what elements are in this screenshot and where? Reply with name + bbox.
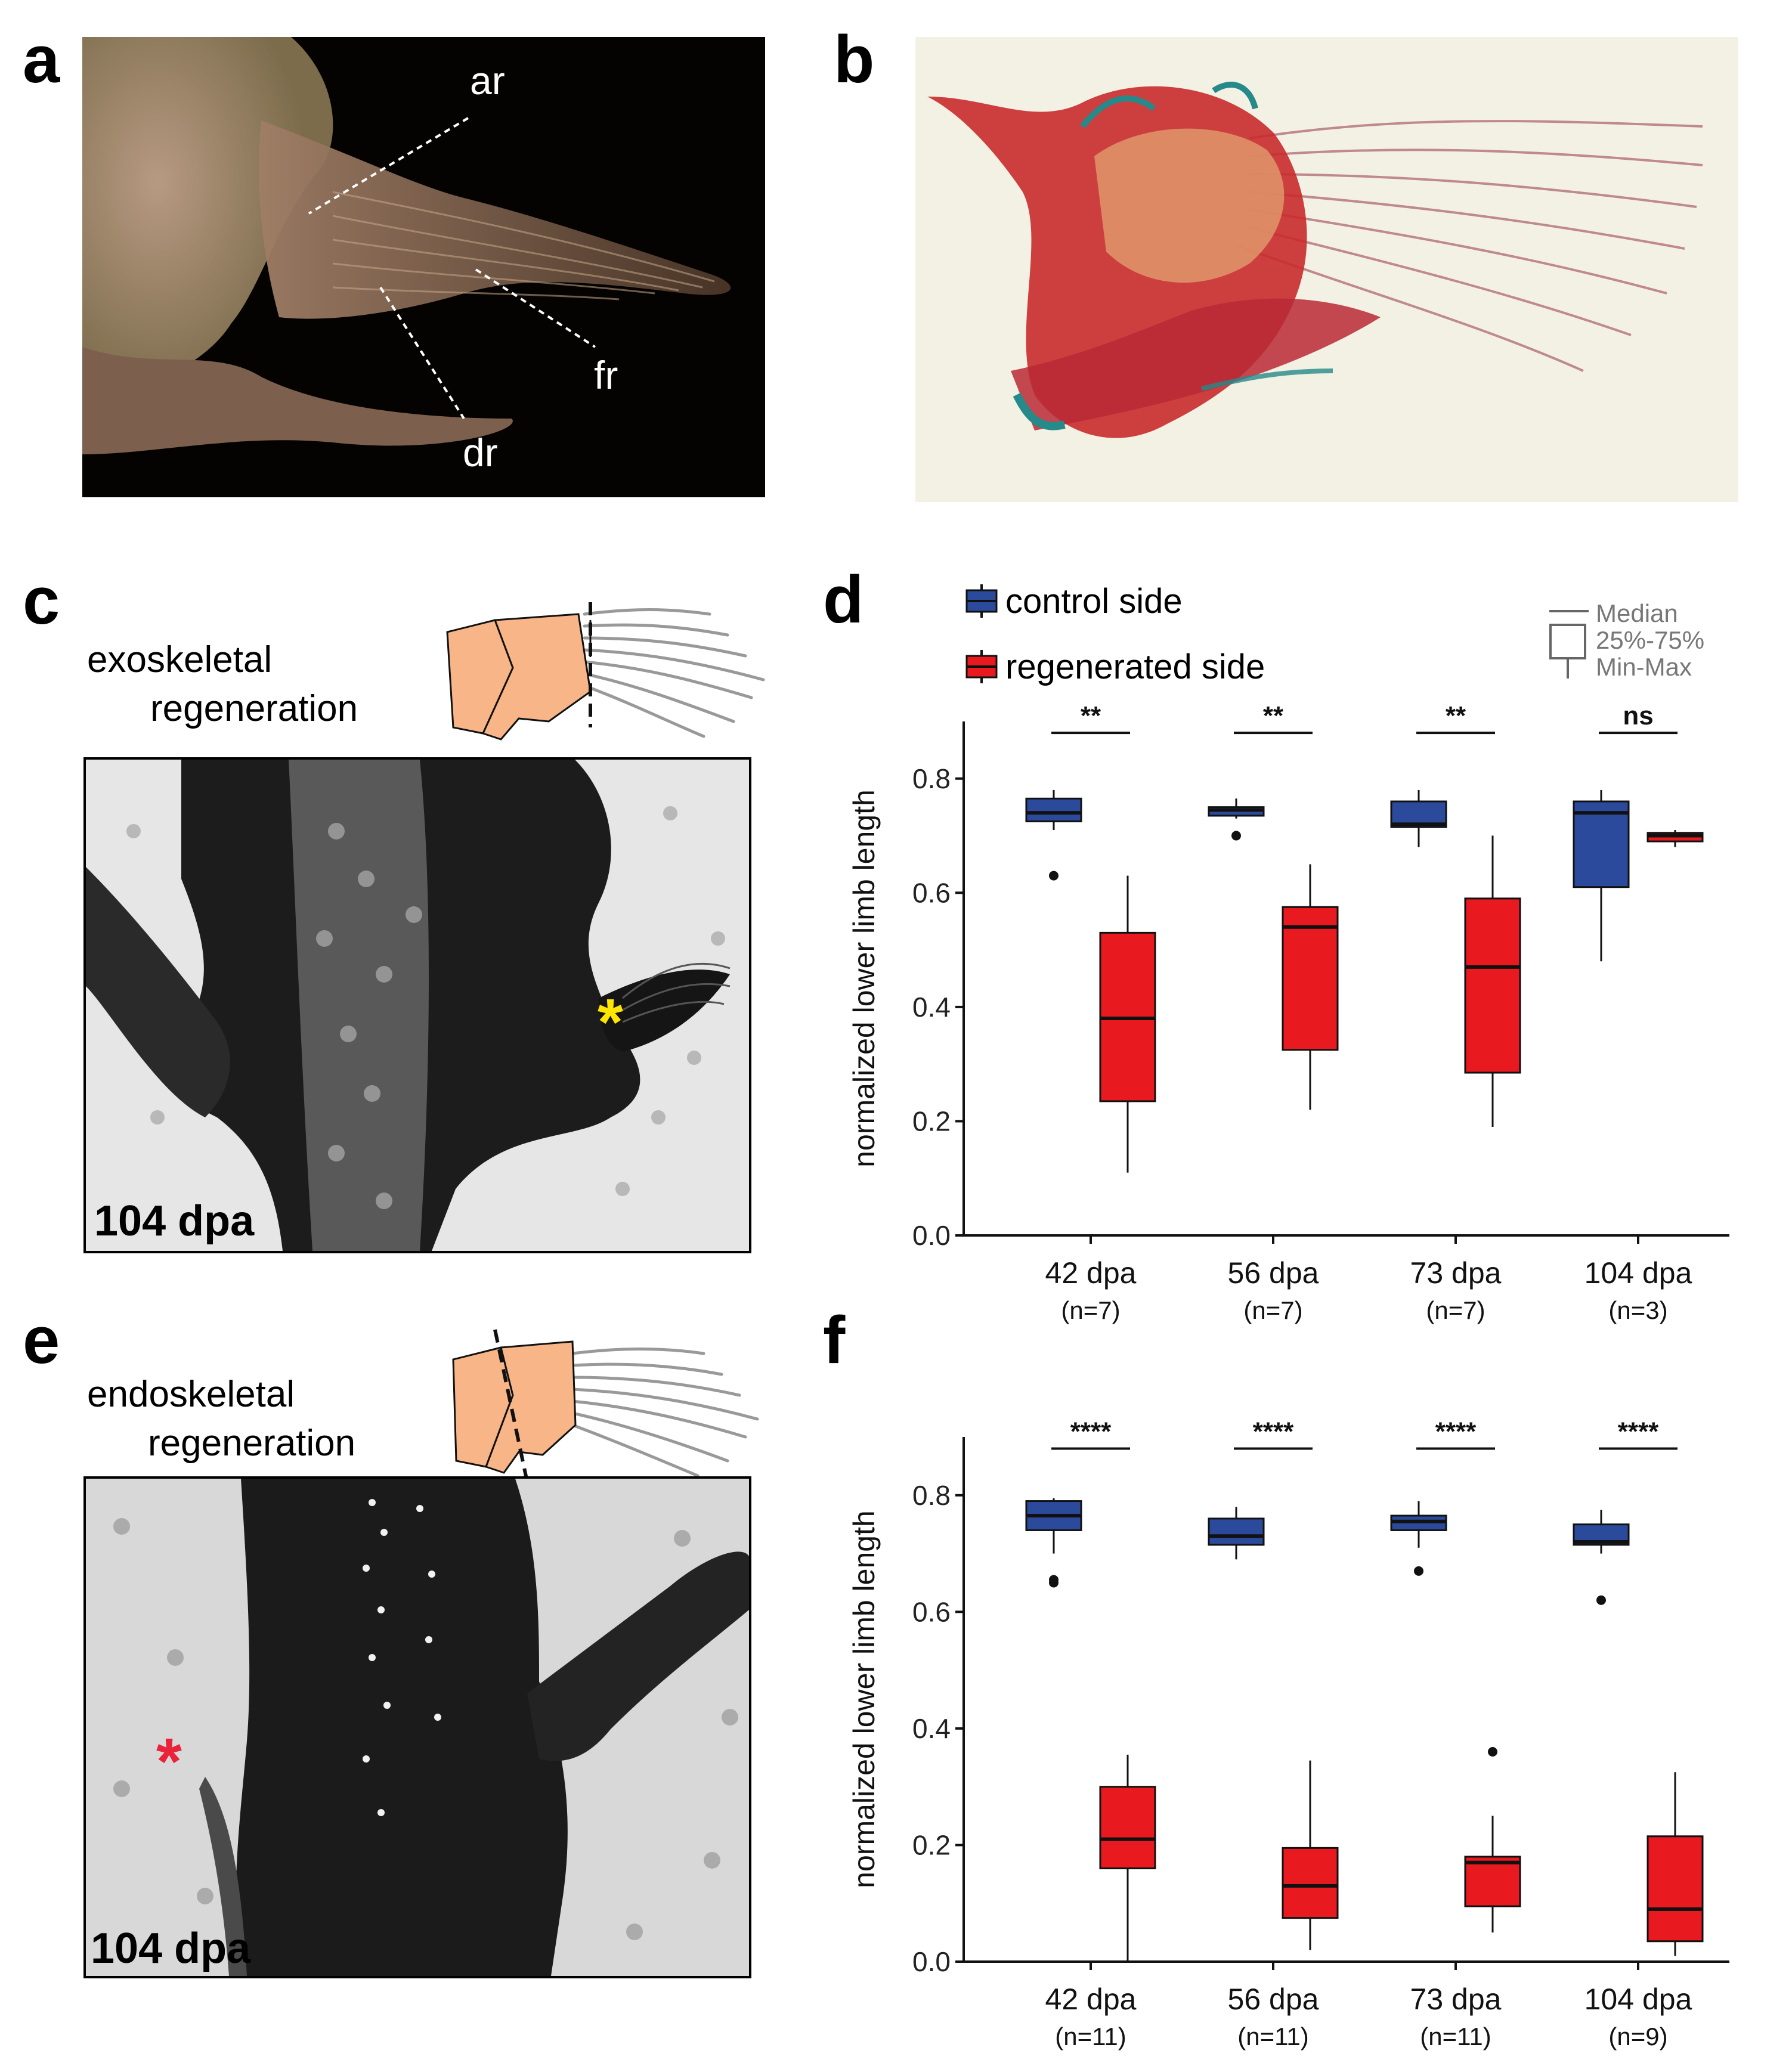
x-group-label: 42 dpa <box>1045 1983 1137 2016</box>
legend-regenerated-swatch <box>965 650 998 683</box>
panel-e-title-line1: endoskeletal <box>87 1374 295 1415</box>
key-minmax: Min-Max <box>1596 653 1692 681</box>
y-tick-label: 0.6 <box>912 1596 951 1627</box>
x-group-n: (n=9) <box>1608 2022 1667 2050</box>
regenerated-box <box>1099 1786 1156 1870</box>
regenerated-fin-photo <box>86 760 749 1251</box>
panel-letter-d: d <box>823 562 864 637</box>
legend-control-label: control side <box>1005 582 1183 621</box>
y-tick-label: 0.8 <box>912 763 951 794</box>
label-ar: ar <box>470 58 505 103</box>
y-tick-label: 0.2 <box>912 1105 951 1136</box>
significance-label: ns <box>1623 704 1653 730</box>
stained-fin-image <box>927 82 1703 438</box>
significance-label: ** <box>1446 704 1466 730</box>
x-group-n: (n=7) <box>1061 1296 1120 1324</box>
panel-letter-c: c <box>23 563 60 638</box>
panel-letter-e: e <box>23 1303 60 1377</box>
x-group-label: 104 dpa <box>1584 1983 1692 2016</box>
panel-letter-b: b <box>834 22 875 97</box>
label-fr: fr <box>594 353 618 397</box>
y-tick-label: 0.6 <box>912 877 951 908</box>
key-median: Median <box>1596 599 1678 627</box>
y-axis-label: normalized lower limb length <box>847 1510 881 1888</box>
regenerated-box <box>1464 1856 1521 1907</box>
significance-label: **** <box>1070 1417 1112 1446</box>
control-outlier-point <box>1414 1566 1423 1576</box>
x-group-label: 104 dpa <box>1584 1256 1692 1290</box>
panel-e-title-line2: regeneration <box>148 1423 356 1464</box>
exoskeletal-cut-schematic <box>446 602 765 741</box>
control-box <box>1573 800 1630 888</box>
panel-b-photo <box>915 37 1738 502</box>
control-outlier-point <box>1596 1595 1606 1605</box>
x-group-n: (n=7) <box>1243 1296 1302 1324</box>
non-regenerated-limb-photo <box>86 1479 749 1976</box>
x-group-n: (n=7) <box>1426 1296 1485 1324</box>
y-tick-label: 0.8 <box>912 1480 951 1511</box>
regenerated-box <box>1646 1835 1704 1943</box>
significance-label: ** <box>1263 704 1284 730</box>
regenerated-box <box>1282 906 1339 1051</box>
x-group-n: (n=11) <box>1420 2022 1491 2050</box>
endoskeletal-cut-schematic <box>452 1329 759 1485</box>
chart-d: 0.0 0.2 0.4 0.6 0.8 normalized lower limb len… <box>847 704 1729 1324</box>
panel-letter-a: a <box>23 22 60 97</box>
x-group-label: 56 dpa <box>1228 1256 1319 1290</box>
boxplot-key-glyph <box>1548 602 1590 680</box>
panel-c-photo <box>83 757 751 1253</box>
control-box <box>1208 1517 1265 1546</box>
x-group-label: 56 dpa <box>1228 1983 1319 2016</box>
panel-letter-f: f <box>823 1303 846 1377</box>
legend-regenerated-label: regenerated side <box>1005 648 1265 686</box>
legend-control-swatch <box>965 584 998 618</box>
significance-label: **** <box>1253 1417 1294 1446</box>
y-tick-label: 0.4 <box>912 992 951 1023</box>
yellow-asterisk-marker: * <box>598 986 623 1059</box>
y-tick-label: 0.0 <box>912 1946 951 1977</box>
x-group-label: 42 dpa <box>1045 1256 1137 1290</box>
control-box <box>1025 797 1082 823</box>
significance-label: **** <box>1618 1417 1659 1446</box>
chart-f: 0.0 0.2 0.4 0.6 0.8 normalized lower limb len… <box>847 1417 1729 2050</box>
fin-tissue-image <box>82 37 731 454</box>
control-outlier-point <box>1231 831 1241 841</box>
panel-e-photo <box>83 1476 751 1978</box>
key-iqr: 25%-75% <box>1596 626 1705 654</box>
panel-c-title-line1: exoskeletal <box>87 639 273 680</box>
red-asterisk-marker: * <box>156 1725 182 1798</box>
x-group-n: (n=11) <box>1237 2022 1308 2050</box>
panel-a-photo <box>82 37 765 497</box>
control-outlier-point <box>1049 871 1059 881</box>
y-axis-label: normalized lower limb length <box>847 789 881 1167</box>
x-group-n: (n=11) <box>1055 2022 1126 2050</box>
panel-c-timepoint: 104 dpa <box>94 1197 255 1245</box>
panel-c-title-line2: regeneration <box>150 688 358 729</box>
panel-e-timepoint: 104 dpa <box>91 1925 251 1972</box>
regenerated-outlier-point <box>1488 1747 1497 1757</box>
regenerated-box <box>1464 897 1521 1074</box>
x-group-label: 73 dpa <box>1410 1983 1502 2016</box>
y-tick-label: 0.4 <box>912 1713 951 1744</box>
x-group-n: (n=3) <box>1608 1296 1667 1324</box>
control-outlier-point <box>1049 1578 1059 1588</box>
y-tick-label: 0.0 <box>912 1220 951 1251</box>
significance-label: **** <box>1435 1417 1477 1446</box>
y-tick-label: 0.2 <box>912 1829 951 1860</box>
significance-label: ** <box>1081 704 1101 730</box>
x-group-label: 73 dpa <box>1410 1256 1502 1290</box>
regenerated-box <box>1282 1847 1339 1919</box>
label-dr: dr <box>463 430 498 475</box>
